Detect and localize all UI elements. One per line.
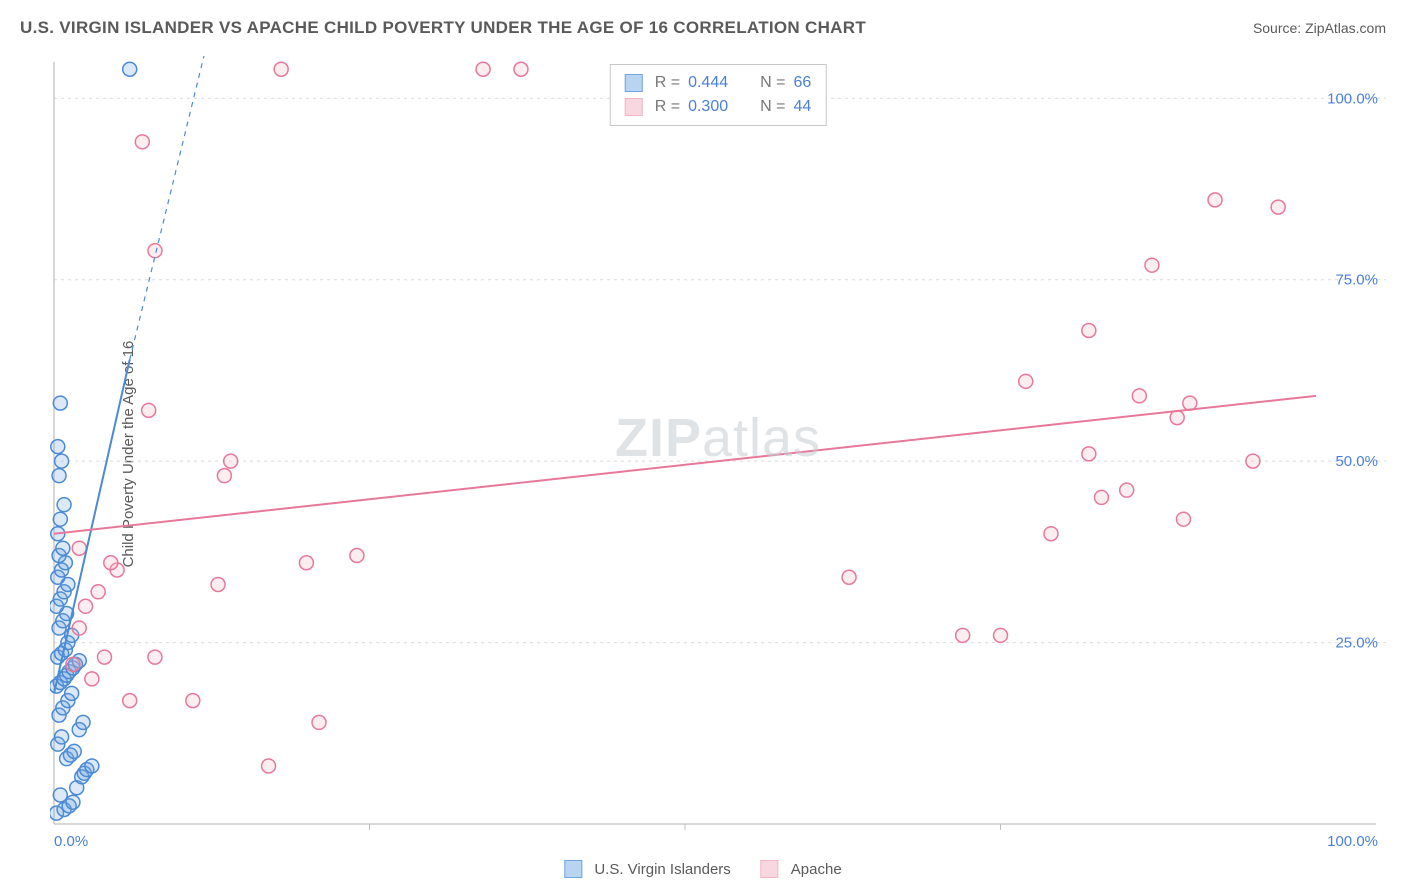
stats-row: R = 0.300 N = 44 [625,95,812,119]
svg-text:25.0%: 25.0% [1335,635,1378,652]
legend-item: Apache [761,860,842,878]
svg-text:0.0%: 0.0% [54,833,88,850]
legend-label: U.S. Virgin Islanders [594,861,730,878]
stat-n-label: N = [760,95,785,119]
chart-title: U.S. VIRGIN ISLANDER VS APACHE CHILD POV… [20,18,866,38]
stats-row: R = 0.444 N = 66 [625,71,812,95]
series-legend: U.S. Virgin Islanders Apache [564,860,841,878]
scatter-plot: 25.0% 50.0% 75.0% 100.0% 0.0% 100.0% [50,56,1386,852]
legend-swatch [564,860,582,878]
legend-label: Apache [791,861,842,878]
svg-text:75.0%: 75.0% [1335,272,1378,289]
legend-swatch [625,74,643,92]
legend-swatch [625,98,643,116]
legend-item: U.S. Virgin Islanders [564,860,730,878]
svg-text:100.0%: 100.0% [1327,90,1378,107]
chart-area: Child Poverty Under the Age of 16 25.0%5… [50,56,1386,852]
correlation-stats-box: R = 0.444 N = 66 R = 0.300 N = 44 [610,64,827,126]
stat-r-label: R = [655,95,680,119]
stat-r-value: 0.300 [688,95,728,119]
stat-n-value: 44 [793,95,811,119]
svg-text:50.0%: 50.0% [1335,453,1378,470]
legend-swatch [761,860,779,878]
source-attribution: Source: ZipAtlas.com [1253,20,1386,36]
stat-r-value: 0.444 [688,71,728,95]
stat-n-label: N = [760,71,785,95]
svg-text:100.0%: 100.0% [1327,833,1378,850]
stat-r-label: R = [655,71,680,95]
stat-n-value: 66 [793,71,811,95]
